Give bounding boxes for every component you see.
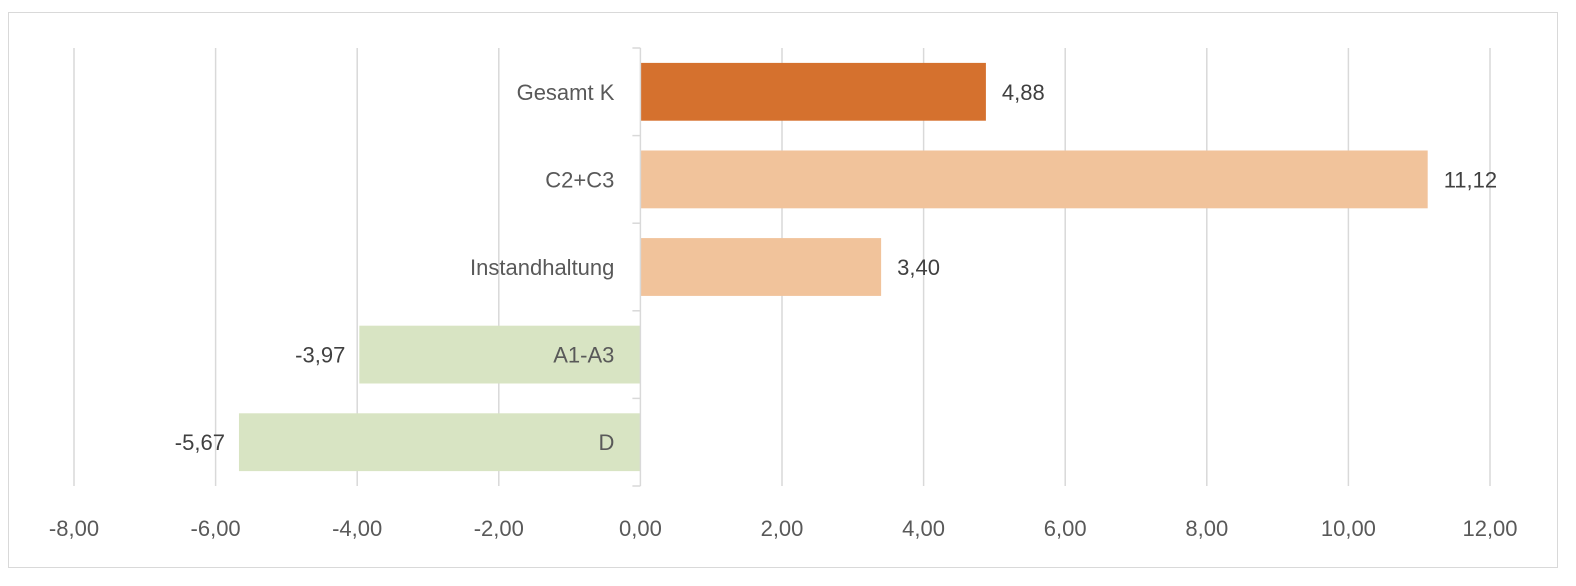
category-label: A1-A3 (553, 343, 614, 368)
x-tick-label: -8,00 (49, 516, 99, 541)
x-tick-label: 4,00 (902, 516, 945, 541)
bar (359, 325, 641, 384)
bar (238, 413, 641, 472)
x-tick-label: 2,00 (761, 516, 804, 541)
category-label: Gesamt K (517, 80, 615, 105)
x-tick-label: 10,00 (1321, 516, 1376, 541)
data-label: 3,40 (897, 255, 940, 280)
bar (640, 238, 882, 296)
category-label: D (599, 430, 615, 455)
data-label: -3,97 (295, 343, 345, 368)
bar (640, 62, 986, 121)
x-tick-label: 0,00 (619, 516, 662, 541)
x-tick-label: 6,00 (1044, 516, 1087, 541)
data-label: 11,12 (1444, 167, 1497, 192)
data-label: 4,88 (1002, 80, 1045, 105)
x-tick-label: 8,00 (1185, 516, 1228, 541)
x-tick-label: -2,00 (474, 516, 524, 541)
x-tick-label: -4,00 (332, 516, 382, 541)
bar (640, 150, 1428, 209)
data-label: -5,67 (175, 430, 225, 455)
x-tick-label: 12,00 (1462, 516, 1517, 541)
category-label: C2+C3 (545, 167, 614, 192)
category-label: Instandhaltung (470, 255, 614, 280)
x-tick-label: -6,00 (191, 516, 241, 541)
